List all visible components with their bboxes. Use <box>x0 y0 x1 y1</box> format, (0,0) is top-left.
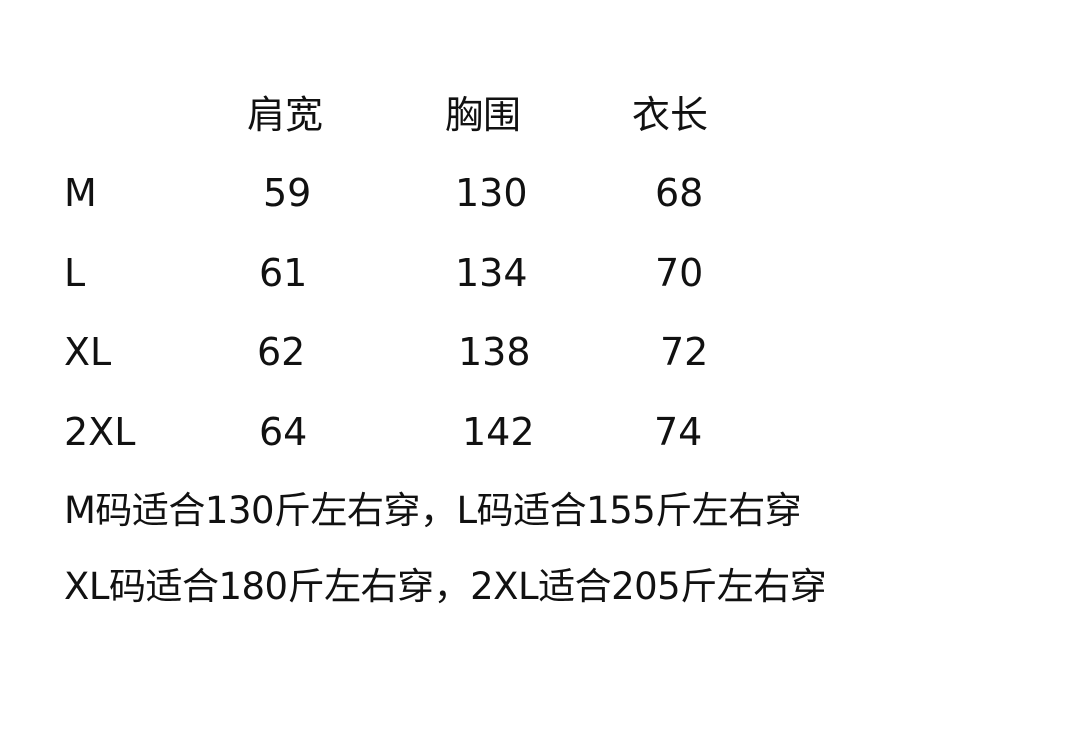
cell-length: 72 <box>660 330 709 374</box>
cell-shoulder: 64 <box>259 410 308 454</box>
size-note-2: XL码适合180斤左右穿，2XL适合205斤左右穿 <box>64 565 827 608</box>
cell-shoulder: 62 <box>257 330 306 374</box>
cell-shoulder: 61 <box>259 251 308 295</box>
cell-length: 74 <box>654 410 703 454</box>
size-label: 2XL <box>64 410 136 454</box>
size-note-1: M码适合130斤左右穿，L码适合155斤左右穿 <box>64 489 802 532</box>
cell-chest: 130 <box>455 171 528 215</box>
cell-length: 68 <box>655 171 704 215</box>
cell-length: 70 <box>655 251 704 295</box>
size-label: M <box>64 171 97 215</box>
header-shoulder-width: 肩宽 <box>247 93 324 137</box>
header-chest: 胸围 <box>445 93 522 137</box>
cell-chest: 138 <box>458 330 531 374</box>
size-label: XL <box>64 330 112 374</box>
header-length: 衣长 <box>632 93 709 137</box>
cell-shoulder: 59 <box>263 171 312 215</box>
cell-chest: 134 <box>455 251 528 295</box>
cell-chest: 142 <box>462 410 535 454</box>
size-label: L <box>64 251 86 295</box>
